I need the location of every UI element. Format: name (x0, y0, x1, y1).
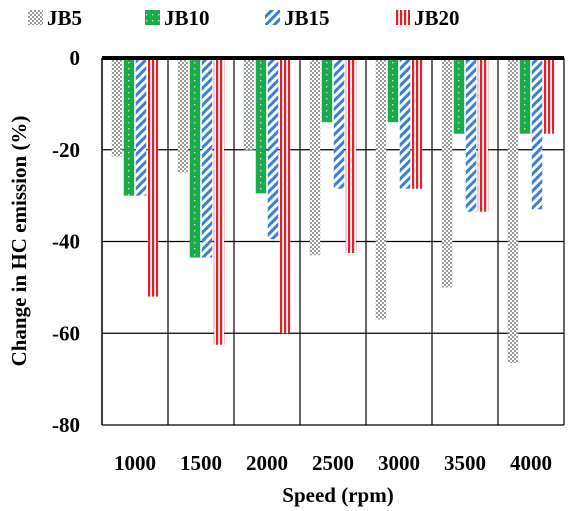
legend-swatch-jb5 (28, 10, 43, 25)
x-tick-label-4000: 4000 (510, 451, 552, 475)
legend: JB5 JB10 JB15 JB20 (28, 6, 460, 30)
legend-swatch-jb15 (265, 10, 280, 25)
y-axis-ticks: 0 -20 -40 -60 -80 (52, 46, 80, 437)
x-tick-label-1500: 1500 (180, 451, 222, 475)
legend-label-jb15: JB15 (284, 6, 330, 30)
bar-jb10-4000 (519, 58, 531, 134)
bar-jb5-3500 (441, 58, 453, 288)
bar-jb20-1000 (147, 58, 159, 297)
bars (111, 58, 555, 364)
legend-swatch-jb20 (395, 10, 410, 25)
bar-jb5-1000 (111, 58, 123, 157)
x-tick-label-2500: 2500 (312, 451, 354, 475)
x-axis-title: Speed (rpm) (282, 483, 393, 507)
bar-jb20-1500 (213, 58, 225, 345)
y-tick-label-2: -40 (52, 230, 80, 254)
bar-jb15-1500 (201, 58, 213, 258)
bar-jb10-2000 (255, 58, 267, 194)
bar-jb15-4000 (531, 58, 543, 210)
bar-jb5-2000 (243, 58, 255, 150)
bar-jb5-2500 (309, 58, 321, 256)
x-tick-label-3500: 3500 (444, 451, 486, 475)
x-tick-label-2000: 2000 (246, 451, 288, 475)
x-tick-label-3000: 3000 (378, 451, 420, 475)
bar-jb5-3000 (375, 58, 387, 320)
bar-jb5-4000 (507, 58, 519, 364)
bar-jb10-1000 (123, 58, 135, 196)
bar-jb10-3000 (387, 58, 399, 123)
bar-jb10-2500 (321, 58, 333, 123)
bar-jb15-3000 (399, 58, 411, 189)
gridlines (102, 57, 564, 426)
legend-label-jb20: JB20 (414, 6, 460, 30)
bar-jb15-1000 (135, 58, 147, 196)
legend-label-jb5: JB5 (47, 6, 82, 30)
bar-jb5-1500 (177, 58, 189, 173)
bar-jb20-3500 (477, 58, 489, 212)
bar-jb15-3500 (465, 58, 477, 212)
bar-jb15-2500 (333, 58, 345, 189)
bar-jb20-3000 (411, 58, 423, 189)
y-tick-label-3: -60 (52, 321, 80, 345)
bar-jb20-4000 (543, 58, 555, 134)
y-tick-label-1: -20 (52, 138, 80, 162)
y-tick-label-4: -80 (52, 413, 80, 437)
x-axis-ticks: 1000 1500 2000 2500 3000 3500 4000 (114, 451, 552, 475)
bar-jb10-3500 (453, 58, 465, 134)
y-axis-title: Change in HC emission (%) (7, 116, 31, 367)
bar-jb20-2500 (345, 58, 357, 253)
legend-swatch-jb10 (145, 10, 160, 25)
plot-frame (101, 56, 565, 425)
y-tick-label-0: 0 (70, 46, 81, 70)
bar-jb20-2000 (279, 58, 291, 334)
legend-label-jb10: JB10 (164, 6, 210, 30)
x-tick-label-1000: 1000 (114, 451, 156, 475)
bar-jb10-1500 (189, 58, 201, 258)
bar-jb15-2000 (267, 58, 279, 240)
